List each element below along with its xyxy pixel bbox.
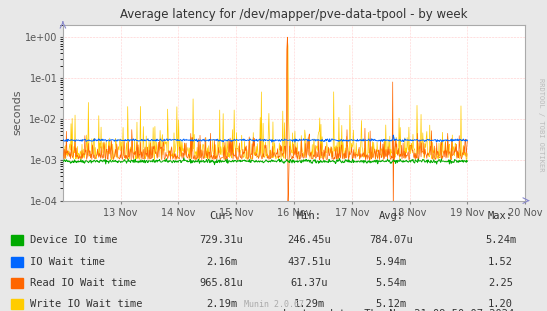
Text: Last update: Thu Nov 21 09:50:07 2024: Last update: Thu Nov 21 09:50:07 2024 bbox=[283, 309, 514, 311]
Text: 437.51u: 437.51u bbox=[287, 257, 331, 267]
Text: 729.31u: 729.31u bbox=[200, 235, 243, 245]
Y-axis label: seconds: seconds bbox=[12, 90, 22, 136]
Text: Munin 2.0.67: Munin 2.0.67 bbox=[243, 300, 304, 309]
Text: 5.54m: 5.54m bbox=[375, 278, 407, 288]
Text: Max:: Max: bbox=[488, 211, 513, 221]
Text: 5.94m: 5.94m bbox=[375, 257, 407, 267]
Text: 61.37u: 61.37u bbox=[290, 278, 328, 288]
Text: 5.24m: 5.24m bbox=[485, 235, 516, 245]
Text: 1.29m: 1.29m bbox=[293, 299, 325, 309]
Text: 2.16m: 2.16m bbox=[206, 257, 237, 267]
Text: 5.12m: 5.12m bbox=[375, 299, 407, 309]
Text: Read IO Wait time: Read IO Wait time bbox=[30, 278, 136, 288]
Text: Write IO Wait time: Write IO Wait time bbox=[30, 299, 143, 309]
Text: 1.52: 1.52 bbox=[488, 257, 513, 267]
Text: 784.07u: 784.07u bbox=[369, 235, 413, 245]
Text: 1.20: 1.20 bbox=[488, 299, 513, 309]
Text: Device IO time: Device IO time bbox=[30, 235, 118, 245]
Title: Average latency for /dev/mapper/pve-data-tpool - by week: Average latency for /dev/mapper/pve-data… bbox=[120, 8, 468, 21]
Text: 965.81u: 965.81u bbox=[200, 278, 243, 288]
Text: Cur:: Cur: bbox=[209, 211, 234, 221]
Text: 2.25: 2.25 bbox=[488, 278, 513, 288]
Text: IO Wait time: IO Wait time bbox=[30, 257, 105, 267]
Text: RRDTOOL / TOBI OETIKER: RRDTOOL / TOBI OETIKER bbox=[538, 78, 544, 171]
Text: Min:: Min: bbox=[296, 211, 322, 221]
Text: 2.19m: 2.19m bbox=[206, 299, 237, 309]
Text: Avg:: Avg: bbox=[379, 211, 404, 221]
Text: 246.45u: 246.45u bbox=[287, 235, 331, 245]
